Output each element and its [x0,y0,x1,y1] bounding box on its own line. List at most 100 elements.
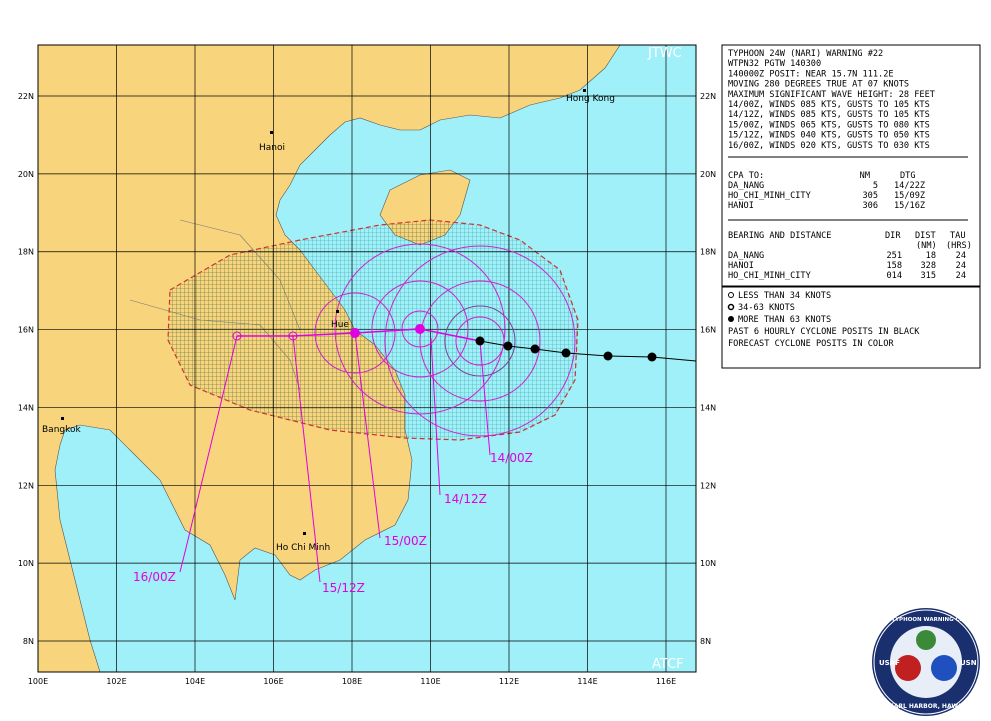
legend-symbol [727,303,735,311]
lat-label: 8N [700,637,711,646]
warning-line: 16/00Z, WINDS 020 KTS, GUSTS TO 030 KTS [728,141,930,151]
city-label: Hong Kong [566,94,615,104]
lat-label: 20N [700,170,716,179]
bearing-cell: HANOI [728,261,754,271]
seal-text: JOINT TYPHOON WARNING CENTER [871,617,980,623]
legend-symbol [728,292,734,298]
lat-label: 20N [18,170,34,179]
bearing-header: (HRS) [946,241,972,251]
forecast-label: 15/00Z [384,534,427,548]
seal-text: PEARL HARBOR, HAWAII [885,703,967,710]
legend-symbol [728,316,734,322]
warning-line: 15/12Z, WINDS 040 KTS, GUSTS TO 050 KTS [728,131,930,141]
lat-label: 22N [18,92,34,101]
lat-label: 12N [700,481,716,490]
bearing-header: DIST [915,231,936,241]
lon-label: 108E [342,677,362,686]
warning-line: WTPN32 PGTW 140300 [728,59,821,69]
bearing-cell: 251 [886,251,902,261]
lat-label: 10N [18,559,34,568]
forecast-label: 16/00Z [133,570,176,584]
city-label: Bangkok [42,425,82,435]
cpa-cell: 15/16Z [894,201,925,211]
lat-label: 8N [23,637,34,646]
city-label: Hue [331,320,349,330]
cpa-cell: HANOI [728,201,754,211]
cities: Hong Kong Hanoi Hue Bangkok Ho Chi Minh [42,89,615,553]
bearing-cell: 014 [886,271,902,281]
past-track [475,336,697,362]
bearing-cell: HO_CHI_MINH_CITY [728,271,812,281]
lon-label: 106E [263,677,283,686]
legend-item: 34-63 KNOTS [738,303,795,313]
seal-text: USAF [879,659,900,667]
warning-line: 14/00Z, WINDS 085 KTS, GUSTS TO 105 KTS [728,100,930,110]
bearing-header: TAU [950,231,966,241]
lat-label: 14N [700,403,716,412]
lat-label: 18N [18,248,34,257]
lat-label: 10N [700,559,716,568]
lon-label: 104E [185,677,205,686]
cpa-header: CPA TO: [728,171,764,181]
map-frame [37,44,697,673]
bearing-cell: 24 [956,251,966,261]
legend-item: PAST 6 HOURLY CYCLONE POSITS IN BLACK [728,327,920,337]
forecast-label: 15/12Z [322,581,365,595]
lon-label: 100E [28,677,48,686]
model-label: ATCF [652,657,684,672]
cpa-cell: 306 [862,201,878,211]
lat-label: 16N [18,326,34,335]
bearing-cell: 328 [920,261,936,271]
lon-label: 112E [499,677,519,686]
bearing-cell: 18 [926,251,936,261]
lon-label: 102E [106,677,126,686]
bearing-cell: DA_NANG [728,251,764,261]
cpa-cell: DA_NANG [728,181,764,191]
wind-radii [314,243,576,437]
lon-label: 114E [577,677,597,686]
forecast-label: 14/00Z [490,451,533,465]
bearing-cell: 158 [886,261,902,271]
warning-line: 15/00Z, WINDS 065 KTS, GUSTS TO 080 KTS [728,120,930,130]
lon-label: 110E [420,677,440,686]
warning-line: MOVING 280 DEGREES TRUE AT 07 KNOTS [728,80,909,90]
warning-box [721,44,981,287]
city-label: Ho Chi Minh [276,543,330,553]
city-label: Hanoi [259,143,285,153]
legend-item: FORECAST CYCLONE POSITS IN COLOR [728,339,894,349]
warning-line: 140000Z POSIT: NEAR 15.7N 111.2E [728,69,894,79]
cpa-header: NM [860,171,870,181]
lat-label: 14N [18,403,34,412]
grid [37,45,696,672]
lat-label: 12N [18,481,34,490]
danger-area [167,219,579,441]
lat-label: 16N [700,326,716,335]
legend-box [721,286,981,369]
bearing-header: (NM) [916,241,937,251]
legend-item: LESS THAN 34 KNOTS [738,291,831,301]
lat-label: 22N [700,92,716,101]
warning-panel [721,44,981,369]
cpa-cell: 305 [862,191,878,201]
cpa-cell: HO_CHI_MINH_CITY [728,191,812,201]
source-label: JTWC [647,46,682,61]
cpa-cell: 5 [873,181,878,191]
bearing-header: BEARING AND DISTANCE [728,231,831,241]
warning-line: 14/12Z, WINDS 085 KTS, GUSTS TO 105 KTS [728,110,930,120]
warning-line: TYPHOON 24W (NARI) WARNING #22 [728,49,883,59]
bearing-cell: 315 [920,271,936,281]
forecast-track [179,324,491,583]
legend-item: MORE THAN 63 KNOTS [738,315,831,325]
cpa-header: DTG [900,171,916,181]
bearing-cell: 24 [956,271,966,281]
lon-label: 116E [656,677,676,686]
forecast-label: 14/12Z [444,492,487,506]
warning-line: MAXIMUM SIGNIFICANT WAVE HEIGHT: 28 FEET [728,90,935,100]
cpa-cell: 15/09Z [894,191,925,201]
seal-text: USN [960,659,977,667]
lat-label: 18N [700,248,716,257]
cpa-cell: 14/22Z [894,181,925,191]
seal: JOINT TYPHOON WARNING CENTER USAF USN PE… [871,608,980,716]
bearing-header: DIR [885,231,901,241]
